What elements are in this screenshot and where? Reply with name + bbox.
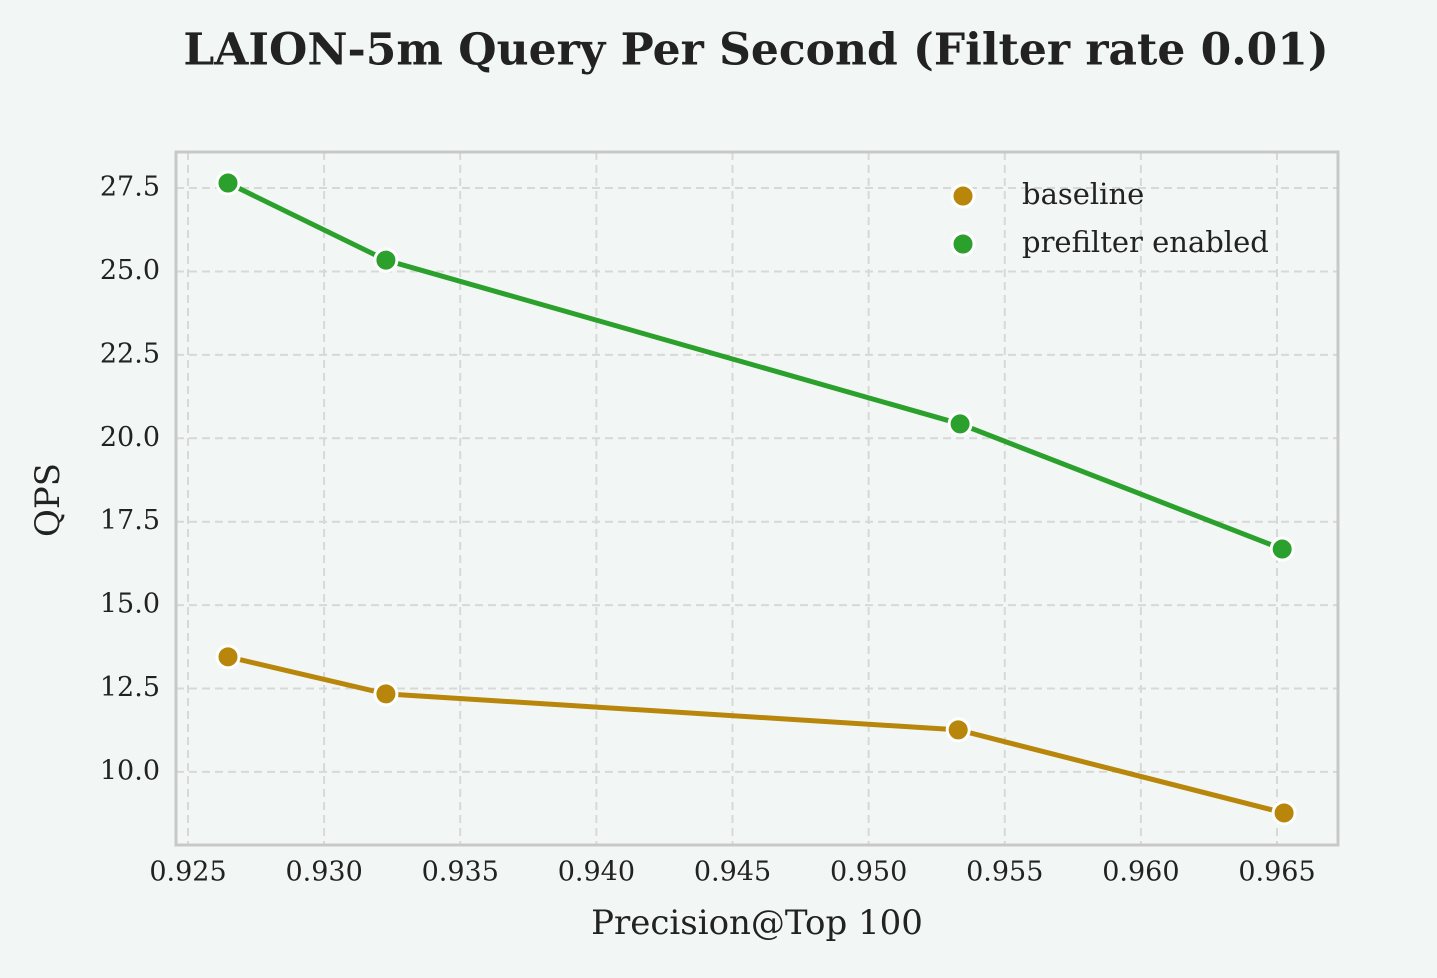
y-tick-label: 22.5 xyxy=(100,338,160,369)
y-tick-label: 12.5 xyxy=(100,672,160,703)
x-tick-label: 0.930 xyxy=(285,857,362,888)
data-point xyxy=(215,644,241,670)
y-axis-label: QPS xyxy=(28,463,68,537)
y-tick-label: 27.5 xyxy=(100,172,160,203)
data-point xyxy=(945,717,971,743)
data-point xyxy=(947,411,973,437)
legend-label: prefilter enabled xyxy=(1022,225,1269,259)
data-point xyxy=(1271,800,1297,826)
legend-label: baseline xyxy=(1022,177,1144,211)
y-tick-label: 25.0 xyxy=(100,255,160,286)
x-tick-label: 0.950 xyxy=(830,857,907,888)
x-tick-label: 0.965 xyxy=(1238,857,1315,888)
x-tick-label: 0.935 xyxy=(422,857,499,888)
x-tick-label: 0.945 xyxy=(694,857,771,888)
y-tick-label: 17.5 xyxy=(100,505,160,536)
x-axis-label: Precision@Top 100 xyxy=(591,903,923,943)
y-tick-label: 15.0 xyxy=(100,589,160,620)
data-point xyxy=(373,247,399,273)
x-tick-label: 0.940 xyxy=(558,857,635,888)
data-point xyxy=(373,681,399,707)
series-line xyxy=(226,180,1284,552)
x-tick-label: 0.955 xyxy=(966,857,1043,888)
series-line xyxy=(227,654,1285,816)
x-tick-label: 0.925 xyxy=(149,857,226,888)
chart-title: LAION-5m Query Per Second (Filter rate 0… xyxy=(183,25,1328,76)
legend-marker xyxy=(950,231,976,257)
y-tick-label: 10.0 xyxy=(100,755,160,786)
x-tick-label: 0.960 xyxy=(1102,857,1179,888)
plot-frame xyxy=(174,150,1340,847)
legend-marker xyxy=(950,183,976,209)
data-point xyxy=(1269,536,1295,562)
data-point xyxy=(215,170,241,196)
y-tick-label: 20.0 xyxy=(100,422,160,453)
